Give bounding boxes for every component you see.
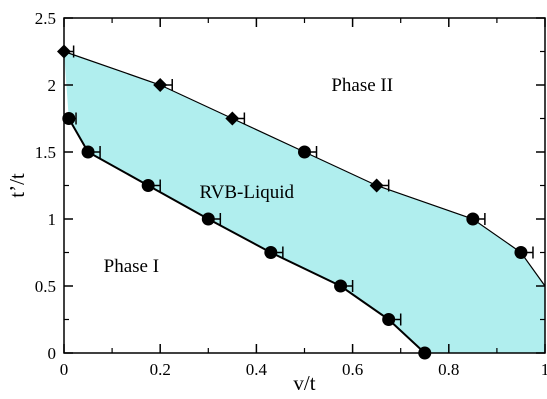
x-tick-label: 0.6	[342, 360, 363, 379]
rvb-liquid-region	[64, 51, 545, 353]
x-tick-label: 1	[541, 360, 547, 379]
lower-point-4	[264, 246, 278, 259]
lower-point-2	[141, 179, 155, 192]
x-tick-label: 0	[60, 360, 69, 379]
lower-point-5	[334, 279, 348, 293]
lower-boundary-line	[67, 118, 426, 354]
lower-point-3	[201, 212, 215, 226]
region-label-0: Phase II	[331, 75, 393, 96]
x-tick-label: 0.2	[150, 360, 171, 379]
y-tick-label: 1.5	[35, 143, 56, 162]
upper-point-5	[466, 212, 480, 226]
x-axis-label: v/t	[293, 371, 315, 395]
region-label-2: Phase I	[104, 256, 159, 277]
region-label-1: RVB-Liquid	[200, 182, 295, 203]
y-tick-label: 0	[48, 344, 57, 363]
upper-point-3	[298, 145, 311, 159]
lower-point-6	[382, 313, 396, 326]
upper-point-1	[153, 78, 168, 92]
axis-ticks	[63, 17, 546, 354]
upper-point-4	[369, 178, 384, 193]
upper-point-6	[514, 246, 528, 259]
y-tick-label: 2.5	[35, 9, 56, 28]
axis-tick-labels: 0 0.2 0.4 0.6 0.8 1 0 0.5 1 1.5 2 2.5	[35, 9, 547, 379]
upper-point-2	[225, 111, 240, 126]
y-tick-label: 2	[48, 76, 57, 95]
data-markers	[57, 44, 528, 360]
y-axis-label: t’/t	[5, 173, 29, 198]
x-tick-label: 0.8	[438, 360, 459, 379]
region-labels: Phase II RVB-Liquid Phase I	[104, 75, 393, 277]
y-tick-label: 1	[48, 210, 57, 229]
y-tick-label: 0.5	[35, 277, 56, 296]
x-tick-label: 0.4	[246, 360, 268, 379]
lower-point-1	[81, 145, 95, 159]
